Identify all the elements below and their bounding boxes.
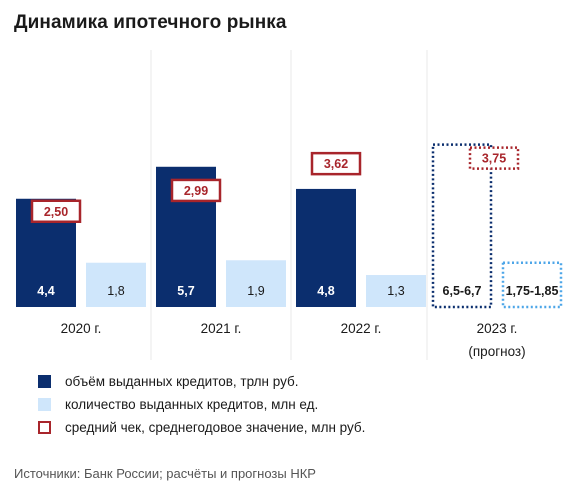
marker-avg-check-2 — [310, 151, 362, 176]
legend-label-count: количество выданных кредитов, млн ед. — [65, 397, 319, 412]
label-avg-check-0: 2,50 — [44, 205, 68, 219]
bar-count-1 — [226, 260, 286, 307]
label-avg-check-3: 3,75 — [482, 152, 506, 166]
category-note-3: (прогноз) — [468, 344, 525, 359]
label-count-2: 1,3 — [387, 284, 404, 298]
legend-item-volume: объём выданных кредитов, трлн руб. — [38, 374, 298, 389]
bar-count-2 — [366, 275, 426, 307]
mortgage-chart: 4,4 1,8 2,50 2020 г. 5,7 1,9 2,99 2021 г. 4,8 1,3… — [16, 50, 563, 360]
label-avg-check-2: 3,62 — [324, 157, 348, 171]
legend-swatch-avg-check — [38, 421, 51, 434]
legend-item-avg-check: средний чек, среднегодовое значение, млн… — [38, 420, 365, 435]
category-label-1: 2021 г. — [201, 321, 242, 336]
label-volume-3: 6,5-6,7 — [443, 284, 482, 298]
bar-count-0 — [86, 262, 146, 307]
label-count-1: 1,9 — [247, 284, 264, 298]
bar-count-3 — [501, 261, 563, 309]
category-label-0: 2020 г. — [61, 321, 102, 336]
legend-label-avg-check: средний чек, среднегодовое значение, млн… — [65, 420, 366, 435]
legend-label-volume: объём выданных кредитов, трлн руб. — [65, 374, 299, 389]
label-count-3: 1,75-1,85 — [506, 284, 559, 298]
bar-volume-2 — [296, 188, 356, 307]
label-volume-2: 4,8 — [317, 284, 334, 298]
chart-title: Динамика ипотечного рынка — [14, 12, 287, 33]
label-volume-1: 5,7 — [177, 284, 194, 298]
category-label-2: 2022 г. — [341, 321, 382, 336]
label-volume-0: 4,4 — [37, 284, 54, 298]
marker-avg-check-1 — [170, 178, 222, 203]
legend-swatch-count — [38, 398, 51, 411]
label-avg-check-1: 2,99 — [184, 184, 208, 198]
source-note: Источники: Банк России; расчёты и прогно… — [14, 466, 316, 481]
marker-avg-check-3 — [468, 146, 520, 170]
label-count-0: 1,8 — [107, 284, 124, 298]
legend-swatch-volume — [38, 375, 51, 388]
category-label-3: 2023 г. — [477, 321, 518, 336]
legend-item-count: количество выданных кредитов, млн ед. — [38, 397, 318, 412]
bar-volume-3 — [431, 143, 493, 309]
marker-avg-check-0 — [30, 199, 82, 223]
